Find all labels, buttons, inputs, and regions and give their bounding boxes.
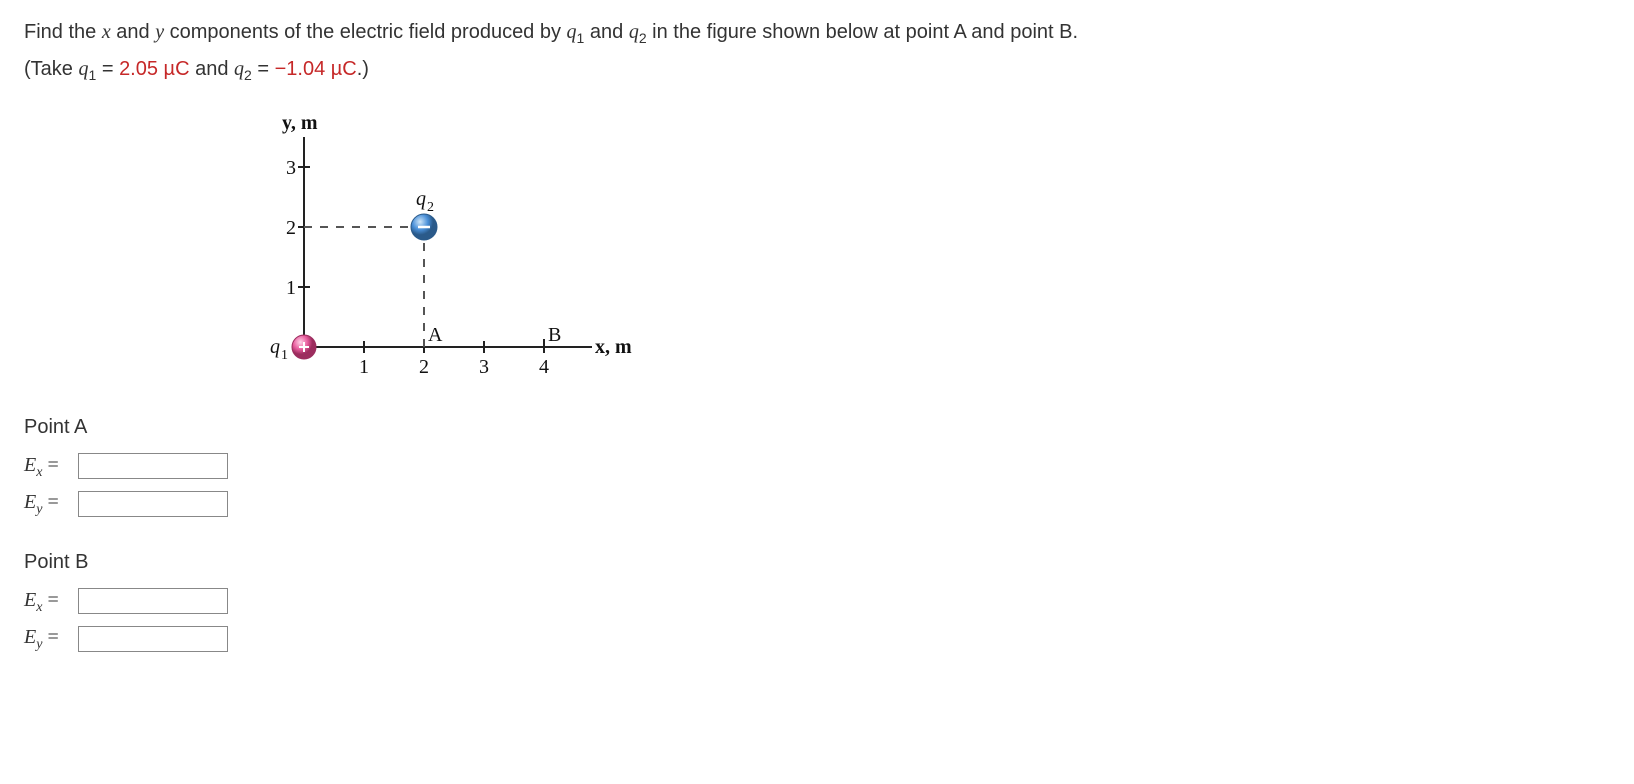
coordinate-figure: 1231234y, mx, mABq1q2 (244, 107, 664, 387)
ey-label-b: Ey = (24, 621, 78, 656)
svg-text:y, m: y, m (282, 112, 318, 134)
svg-text:A: A (428, 324, 443, 346)
ex-label-a: Ex = (24, 449, 78, 484)
ey-label-a: Ey = (24, 486, 78, 521)
svg-text:B: B (548, 324, 561, 346)
svg-text:4: 4 (539, 356, 549, 378)
figure: 1231234y, mx, mABq1q2 (244, 107, 1610, 387)
ex-label-b: Ex = (24, 584, 78, 619)
svg-text:1: 1 (281, 348, 288, 363)
svg-text:3: 3 (286, 157, 296, 179)
svg-text:1: 1 (359, 356, 369, 378)
point-a-ey-input[interactable] (78, 491, 228, 517)
svg-text:q: q (270, 336, 280, 358)
problem-line-2: (Take q1 = 2.05 µC and q2 = −1.04 µC.) (24, 53, 1610, 86)
point-b-ey-input[interactable] (78, 626, 228, 652)
svg-text:3: 3 (479, 356, 489, 378)
svg-text:q: q (416, 188, 426, 210)
point-a-label: Point A (24, 411, 1610, 443)
svg-text:2: 2 (427, 200, 434, 215)
svg-text:x, m: x, m (595, 336, 632, 358)
svg-text:2: 2 (419, 356, 429, 378)
svg-text:2: 2 (286, 217, 296, 239)
problem-line-1: Find the x and y components of the elect… (24, 16, 1610, 49)
point-a-ex-input[interactable] (78, 453, 228, 479)
point-b-label: Point B (24, 546, 1610, 578)
point-b-ex-input[interactable] (78, 588, 228, 614)
svg-text:1: 1 (286, 277, 296, 299)
